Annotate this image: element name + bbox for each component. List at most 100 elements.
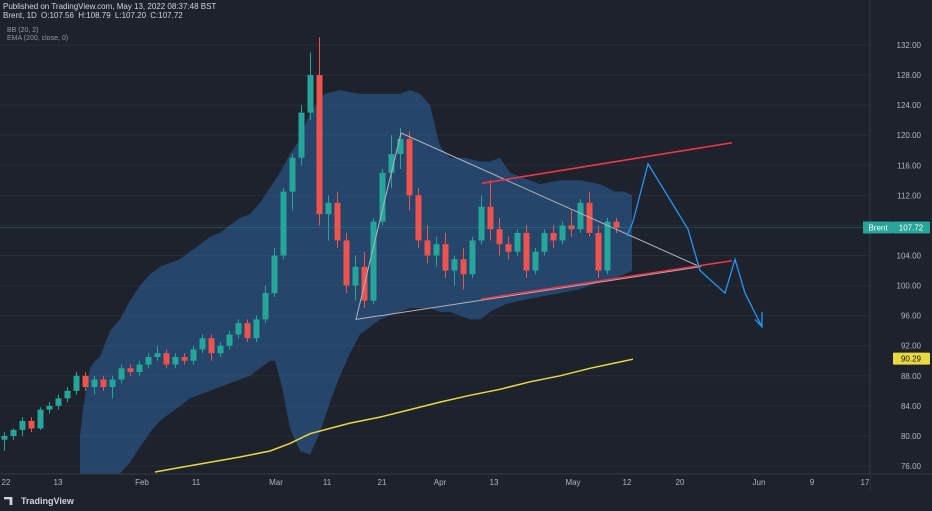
projection-path [626,162,763,328]
candle-up [478,206,485,241]
ema-200-line [154,358,634,473]
candle-down [82,375,89,388]
time-axis-label: 13 [54,478,63,487]
chart-axes: 132.00128.00124.00120.00116.00112.00108.… [0,0,932,491]
candle-up [199,338,206,350]
price-axis-label: 124.00 [897,101,922,110]
candles-series [1,37,620,451]
candle-up [514,232,521,252]
candle-up [10,429,17,436]
candle-up [118,368,125,380]
price-axis-label: 128.00 [897,71,922,80]
symbol-label[interactable]: Brent, 1D [3,11,37,20]
candle-up [190,349,197,361]
low-value: L:107.20 [114,11,147,20]
candle-up [1,435,8,440]
candle-down [523,232,530,271]
tradingview-logo[interactable]: TradingView [4,496,74,506]
candle-up [352,266,359,286]
candle-up [559,225,566,241]
candle-up [577,202,584,230]
candle-down [127,368,134,373]
candle-up [37,409,44,429]
candle-down [406,138,413,196]
candle-down [487,206,494,230]
upper-trendline [481,141,733,185]
time-axis-label: 21 [378,478,387,487]
candle-up [226,334,233,346]
candle-up [64,390,71,399]
candle-down [334,202,341,241]
candle-up [298,112,305,158]
triangle-pattern [355,132,702,321]
indicator-legend-ema[interactable]: EMA (200, close, 0) [7,35,69,42]
candle-up [289,157,296,192]
candle-up [388,154,395,173]
price-axis-label: 80.00 [901,432,922,441]
candle-up [397,138,404,155]
time-axis-label: Mar [269,478,283,487]
time-axis-label: Jun [753,478,766,487]
candle-down [595,232,602,271]
price-axis-label: 120.00 [897,131,922,140]
candle-down [442,244,449,271]
candle-down [244,323,251,339]
symbol-badge-label: Brent [868,224,888,233]
time-axis-label: 13 [490,478,499,487]
candle-up [145,356,152,365]
price-axis-label: 84.00 [901,402,922,411]
projection-arrow-head [754,311,763,329]
symbol-ohlc-line: Brent, 1D O:107.56 H:108.79 L:107.20 C:1… [3,11,185,20]
time-axis-label: Apr [434,478,447,487]
lower-trendline [480,259,733,300]
candle-down [586,202,593,233]
symbol-badge [863,221,893,234]
time-axis [0,474,870,491]
price-axis [870,0,932,491]
candle-up [235,323,242,335]
time-axis-label: 22 [2,478,11,487]
candle-down [460,259,467,275]
last-price-badge [893,221,930,234]
candle-down [505,244,512,252]
time-axis-label: 11 [192,478,201,487]
candle-down [613,221,620,228]
tradingview-logo-text: TradingView [21,496,74,506]
candle-down [496,229,503,245]
published-note: Published on TradingView.com, May 13, 20… [3,2,217,11]
time-axis-label: 17 [861,478,870,487]
time-axis-label: May [565,478,580,487]
candle-up [532,251,539,271]
candle-up [154,353,161,357]
candle-down [316,75,323,215]
candle-up [109,379,116,388]
price-axis-label: 100.00 [897,282,922,291]
candle-down [100,379,107,388]
candle-down [424,240,431,256]
candle-up [19,420,26,430]
indicator-legend-bb[interactable]: BB (20, 2) [7,27,39,34]
candle-up [604,221,611,271]
candle-down [28,420,35,429]
candle-down [208,338,215,354]
candle-down [550,232,557,241]
candle-up [307,75,314,113]
candle-down [415,195,422,241]
candle-up [451,259,458,271]
price-axis-label: 132.00 [897,41,922,50]
time-axis-label: 11 [323,478,332,487]
high-value: H:108.79 [78,11,111,20]
candle-up [217,345,224,354]
price-axis-label: 104.00 [897,252,922,261]
price-axis-label: 112.00 [897,191,921,200]
price-axis-label: 116.00 [897,161,921,170]
time-axis-label: 20 [676,478,685,487]
candle-up [469,240,476,275]
ema-price-value: 90.29 [901,355,922,364]
last-price-value: 107.72 [899,224,924,233]
open-value: O:107.56 [41,11,74,20]
price-axis-label: 76.00 [901,462,922,471]
price-axis-label: 92.00 [901,342,922,351]
candle-up [55,398,62,406]
